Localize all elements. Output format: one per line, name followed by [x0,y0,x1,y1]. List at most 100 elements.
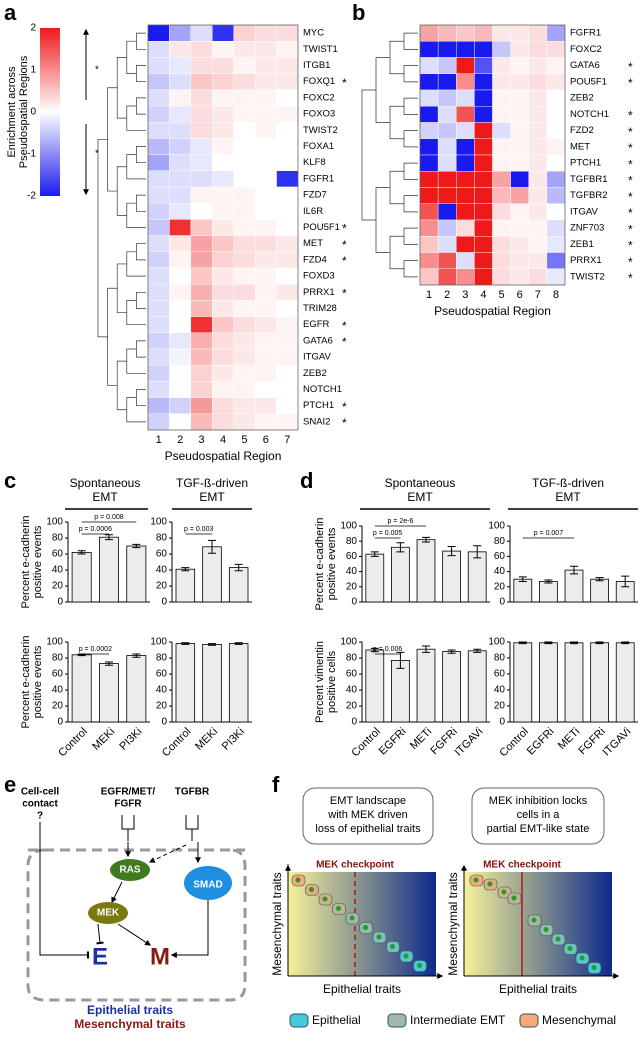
panel-label: a [4,0,17,25]
heatmap-cell [254,316,277,334]
bar [228,567,249,603]
heatmap-cell [169,251,192,269]
row-label: GATA6 [303,335,333,346]
bar [416,648,436,723]
heatmap-cell [233,316,256,334]
error-bar [544,641,553,645]
y-tick-label: 80 [52,653,64,664]
column-label: 4 [220,434,226,446]
heatmap-cell [233,251,256,269]
p-value: p = 0.0002 [79,646,112,653]
y-tick-label: 80 [494,536,506,547]
input-label: FGFR [114,799,142,810]
heatmap-cell [212,138,234,155]
arrow [117,923,152,946]
dendrogram [116,263,127,313]
heatmap-cell [492,24,511,42]
p-value: p = 0.007 [534,530,563,537]
y-tick-label: 0 [499,717,505,728]
heatmap-cell [528,57,548,74]
heatmap-cell [147,413,170,431]
group-title: EMT [92,490,118,504]
heatmap-cell [437,89,457,107]
panel-label: c [4,468,16,493]
caption: partial EMT-like state [487,823,590,835]
heatmap-cell [276,154,299,172]
x-tick-label: Control [349,726,383,760]
colorbar-tick-label: 2 [30,23,36,34]
checkpoint-label: MEK checkpoint [316,860,394,871]
heatmap-cell [169,381,192,398]
row-label: FZD7 [303,190,327,201]
heatmap-cell [147,267,170,285]
heatmap-cell [474,122,493,139]
heatmap-cell [546,73,566,91]
y-tick-label: 40 [494,685,506,696]
row-label: FOXC2 [570,44,602,55]
error-bar [518,576,527,582]
caption: with MEK driven [327,809,407,821]
y-axis-title: positive events [326,527,338,600]
row-label: FOXA1 [303,141,334,152]
y-tick-label: 0 [57,597,63,608]
heatmap-cell [190,186,213,204]
y-tick-label: 20 [156,701,168,712]
heatmap-cell [546,187,566,204]
heatmap-cell [528,219,548,237]
heatmap-cell [169,73,192,90]
nucleus [567,946,573,951]
heatmap-cell [510,106,529,123]
y-axis-title: positive events [32,525,44,598]
input-label: ? [37,811,43,822]
x-tick-label: EGFRi [525,726,557,758]
heatmap-cell [147,381,170,398]
dendrogram [403,32,418,50]
heatmap-cell [528,252,548,269]
significance-mark: * [628,141,633,155]
error-bar [105,534,113,541]
ras-node [110,859,150,881]
heatmap-cell [456,252,475,269]
dendrogram [403,65,418,83]
x-tick-label: MEKi [90,726,117,753]
x-tick-label: EGFRi [377,726,409,758]
panel-label: f [272,772,280,797]
error-bar [621,575,630,588]
heatmap-cell [276,186,299,204]
heatmap-cell [147,154,170,172]
heatmap-cell [474,252,493,269]
nucleus [543,927,549,932]
y-tick-label: 40 [156,685,168,696]
significance-mark: * [342,238,347,252]
bar [175,643,196,723]
heatmap-cell [276,397,299,415]
heatmap-cell [212,413,234,431]
heatmap-cell [456,138,475,156]
error-bar [132,653,141,658]
y-tick-label: 0 [161,597,167,608]
heatmap-cell [233,219,256,236]
bar [416,539,436,603]
nucleus [487,881,493,887]
heatmap-cell [456,171,475,188]
heatmap-frame [147,24,299,431]
y-tick-label: 100 [488,521,505,532]
dendrogram [107,87,118,192]
group-title: EMT [199,490,225,504]
heatmap-cell [528,236,548,253]
heatmap-cell [147,251,170,269]
row-label: FOXC2 [303,92,335,103]
heatmap-cell [437,106,457,123]
legend-text: Epithelial traits [87,1003,173,1017]
significance-mark: * [95,149,99,160]
heatmap-cell [474,268,493,286]
heatmap-cell [233,24,256,42]
heatmap-cell [276,170,299,188]
y-tick-label: 100 [340,637,357,648]
colorbar-tick-label: -1 [27,149,36,160]
heatmap-cell [474,57,493,74]
bar [126,545,147,603]
error-bar [447,649,456,654]
arrow [148,844,187,863]
heatmap-cell [233,186,256,204]
